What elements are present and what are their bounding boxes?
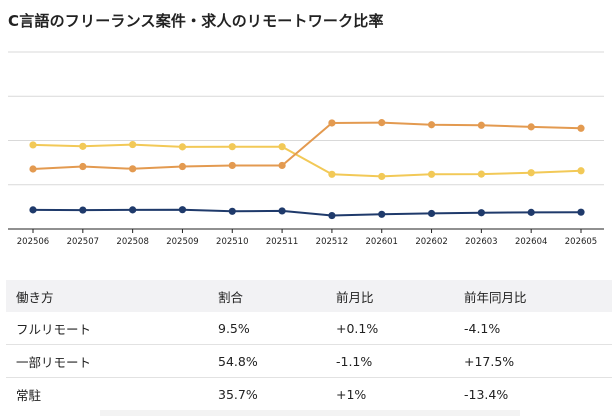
data-point[interactable] bbox=[427, 121, 436, 129]
header-year-over-year: 前年同月比 bbox=[464, 289, 527, 305]
data-point[interactable] bbox=[129, 165, 137, 173]
series-2 bbox=[29, 206, 585, 220]
data-point[interactable] bbox=[378, 210, 386, 218]
data-point[interactable] bbox=[178, 162, 187, 171]
x-tick-label: 202509 bbox=[166, 237, 198, 247]
line-chart: 202506 202507 202508 202509 202510 202511 2025… bbox=[8, 51, 604, 247]
data-point[interactable] bbox=[178, 206, 187, 214]
chart-series bbox=[29, 119, 585, 220]
header-ratio: 割合 bbox=[218, 289, 244, 305]
cell-ratio: 54.8% bbox=[218, 353, 258, 369]
data-point[interactable] bbox=[178, 143, 187, 151]
data-point[interactable] bbox=[577, 124, 585, 132]
header-work-style: 働き方 bbox=[16, 289, 54, 305]
data-point[interactable] bbox=[79, 142, 87, 150]
x-tick-label: 202605 bbox=[565, 237, 597, 247]
data-point[interactable] bbox=[328, 170, 336, 178]
remote-ratio-table: 働き方 割合 前月比 前年同月比 フルリモート 9.5% +0.1% -4.1%… bbox=[6, 280, 612, 410]
cell-month-over-month: +0.1% bbox=[336, 320, 379, 336]
chart-x-axis-ticks: 202506 202507 202508 202509 202510 202511 2025… bbox=[17, 229, 597, 247]
cell-year-over-year: -13.4% bbox=[464, 386, 509, 402]
x-tick-label: 202602 bbox=[415, 237, 447, 247]
data-point[interactable] bbox=[278, 207, 286, 215]
data-point[interactable] bbox=[29, 141, 37, 149]
page-title: C言語のフリーランス案件・求人のリモートワーク比率 bbox=[8, 12, 384, 30]
data-point[interactable] bbox=[427, 209, 436, 218]
cell-year-over-year: -4.1% bbox=[464, 320, 501, 336]
series-line bbox=[32, 143, 582, 178]
data-point[interactable] bbox=[228, 143, 236, 151]
data-point[interactable] bbox=[29, 206, 37, 214]
cell-work-style: 一部リモート bbox=[16, 354, 92, 370]
x-tick-label: 202506 bbox=[17, 237, 49, 247]
data-point[interactable] bbox=[278, 161, 286, 170]
cell-ratio: 35.7% bbox=[218, 386, 258, 402]
data-point[interactable] bbox=[328, 119, 336, 127]
x-tick-label: 202507 bbox=[67, 237, 99, 247]
data-point[interactable] bbox=[278, 143, 286, 151]
data-point[interactable] bbox=[427, 170, 436, 178]
bottom-divider bbox=[100, 410, 520, 416]
cell-work-style: フルリモート bbox=[16, 321, 92, 337]
x-tick-label: 202511 bbox=[266, 237, 298, 247]
data-point[interactable] bbox=[527, 169, 535, 177]
cell-month-over-month: +1% bbox=[336, 386, 367, 402]
data-point[interactable] bbox=[79, 206, 87, 214]
data-point[interactable] bbox=[378, 172, 386, 181]
data-point[interactable] bbox=[378, 119, 386, 127]
x-tick-label: 202604 bbox=[515, 237, 547, 247]
data-point[interactable] bbox=[477, 170, 485, 178]
series-line bbox=[32, 121, 582, 170]
series-line bbox=[32, 208, 582, 217]
data-point[interactable] bbox=[228, 207, 236, 215]
cell-ratio: 9.5% bbox=[218, 320, 250, 336]
header-month-over-month: 前月比 bbox=[336, 289, 374, 305]
table-header-row: 働き方 割合 前月比 前年同月比 bbox=[6, 280, 612, 312]
data-point[interactable] bbox=[527, 123, 535, 131]
data-point[interactable] bbox=[577, 167, 585, 175]
x-tick-label: 202603 bbox=[465, 237, 497, 247]
data-point[interactable] bbox=[477, 121, 485, 129]
series-1 bbox=[29, 119, 585, 173]
data-point[interactable] bbox=[79, 162, 87, 171]
x-tick-label: 202510 bbox=[216, 237, 248, 247]
data-point[interactable] bbox=[129, 140, 137, 149]
data-point[interactable] bbox=[129, 206, 137, 214]
data-point[interactable] bbox=[328, 211, 336, 220]
data-point[interactable] bbox=[577, 208, 585, 216]
data-point[interactable] bbox=[29, 165, 37, 173]
data-point[interactable] bbox=[527, 208, 535, 216]
data-point[interactable] bbox=[477, 209, 485, 217]
cell-month-over-month: -1.1% bbox=[336, 353, 373, 369]
table-row: 常駐 35.7% +1% -13.4% bbox=[6, 378, 612, 411]
series-0 bbox=[29, 140, 585, 181]
table-row: フルリモート 9.5% +0.1% -4.1% bbox=[6, 312, 612, 345]
table-row: 一部リモート 54.8% -1.1% +17.5% bbox=[6, 345, 612, 378]
data-point[interactable] bbox=[228, 161, 236, 170]
remote-ratio-table-container: 働き方 割合 前月比 前年同月比 フルリモート 9.5% +0.1% -4.1%… bbox=[6, 280, 612, 410]
chart-gridlines bbox=[8, 51, 604, 230]
x-tick-label: 202512 bbox=[316, 237, 348, 247]
x-tick-label: 202601 bbox=[366, 237, 398, 247]
cell-year-over-year: +17.5% bbox=[464, 353, 515, 369]
x-tick-label: 202508 bbox=[116, 237, 148, 247]
cell-work-style: 常駐 bbox=[16, 387, 42, 403]
